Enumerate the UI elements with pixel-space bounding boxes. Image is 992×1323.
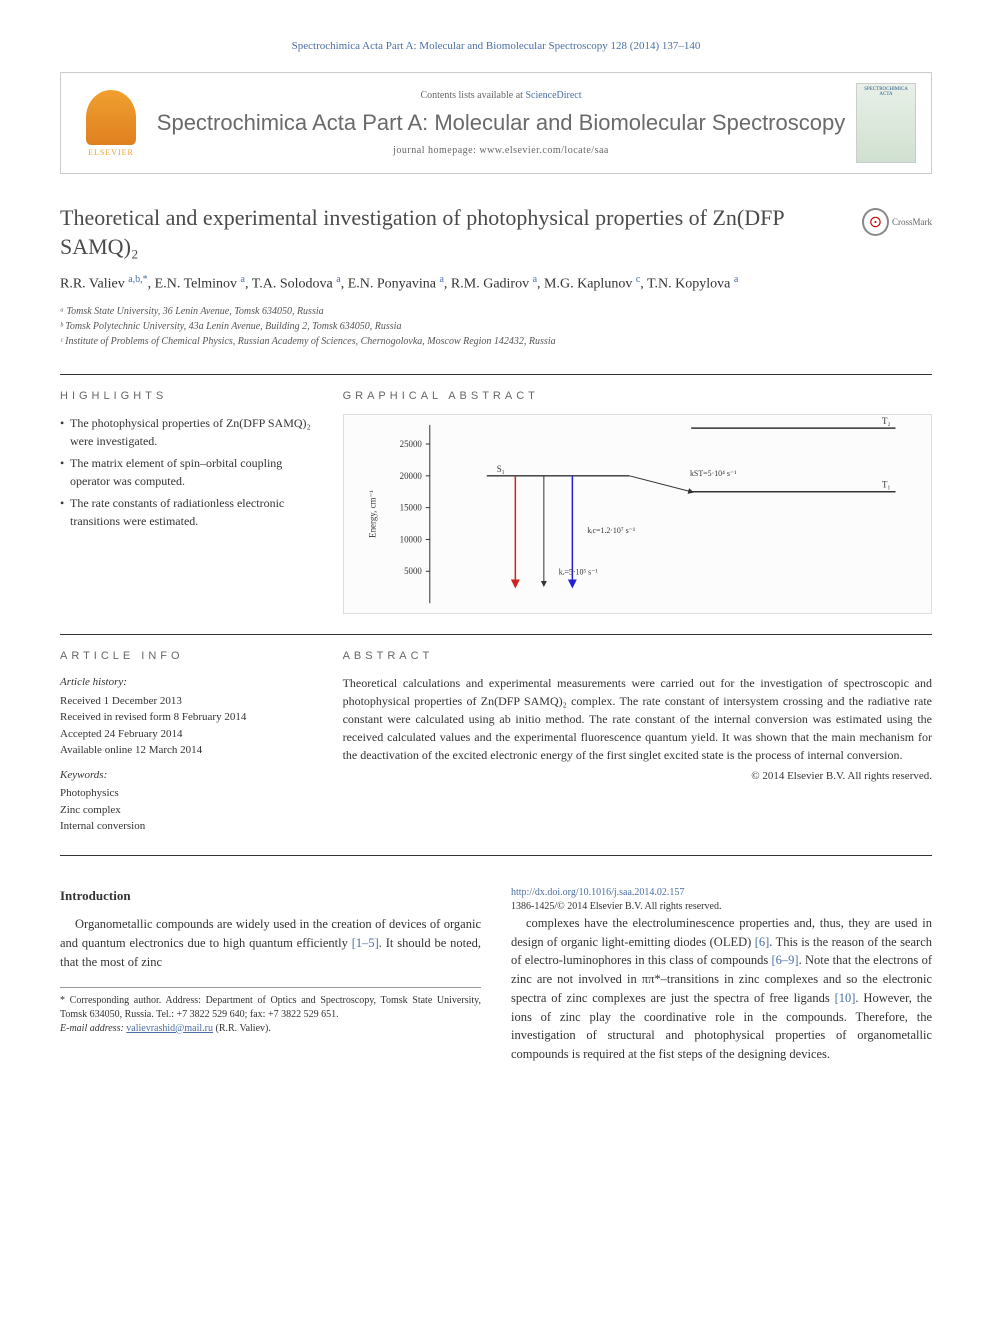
svg-text:Energy, cm⁻¹: Energy, cm⁻¹	[367, 490, 377, 538]
elsevier-tree-icon	[86, 90, 136, 145]
citation-link[interactable]: [10]	[835, 991, 856, 1005]
elsevier-logo: ELSEVIER	[76, 83, 146, 163]
citation-link[interactable]: [1–5]	[352, 936, 379, 950]
article-info-label: ARTICLE INFO	[60, 650, 313, 662]
keyword-line: Internal conversion	[60, 818, 313, 835]
highlight-item: The matrix element of spin–orbital coupl…	[60, 454, 313, 490]
svg-text:T₂: T₂	[882, 417, 891, 427]
svg-text:kᵣ=5·10⁵ s⁻¹: kᵣ=5·10⁵ s⁻¹	[558, 568, 598, 577]
history-line: Received in revised form 8 February 2014	[60, 709, 313, 726]
keyword-line: Photophysics	[60, 785, 313, 802]
divider	[60, 634, 932, 635]
svg-text:10000: 10000	[399, 535, 422, 545]
keyword-line: Zinc complex	[60, 802, 313, 819]
citation-link[interactable]: [6–9]	[772, 953, 799, 967]
abstract-copyright: © 2014 Elsevier B.V. All rights reserved…	[343, 770, 932, 782]
svg-text:kᵢc=1.2·10⁷ s⁻¹: kᵢc=1.2·10⁷ s⁻¹	[587, 527, 636, 536]
introduction-heading: Introduction	[60, 886, 481, 906]
highlight-item: The photophysical properties of Zn(DFP S…	[60, 414, 313, 450]
abstract-text: Theoretical calculations and experimenta…	[343, 674, 932, 764]
graphical-abstract-label: GRAPHICAL ABSTRACT	[343, 390, 932, 402]
contents-available-line: Contents lists available at ScienceDirec…	[146, 90, 856, 101]
email-label: E-mail address:	[60, 1023, 126, 1034]
highlights-label: HIGHLIGHTS	[60, 390, 313, 402]
svg-text:T₁: T₁	[882, 480, 891, 490]
energy-diagram-svg: 5000 10000 15000 20000 25000 Energy, cm⁻¹ S₁ T₂…	[344, 415, 931, 613]
article-info-block: Article history: Received 1 December 201…	[60, 674, 313, 835]
graphical-abstract-figure: 5000 10000 15000 20000 25000 Energy, cm⁻¹ S₁ T₂…	[343, 414, 932, 614]
highlights-list: The photophysical properties of Zn(DFP S…	[60, 414, 313, 530]
running-header: Spectrochimica Acta Part A: Molecular an…	[60, 40, 932, 52]
corresponding-author-footnote: * Corresponding author. Address: Departm…	[60, 987, 481, 1036]
article-body: Introduction Organometallic compounds ar…	[60, 886, 932, 1064]
journal-masthead: ELSEVIER Contents lists available at Sci…	[60, 72, 932, 174]
journal-cover-thumbnail: SPECTROCHIMICA ACTA	[856, 83, 916, 163]
corresponding-text: * Corresponding author. Address: Departm…	[60, 994, 481, 1022]
email-attribution: (R.R. Valiev).	[213, 1023, 271, 1034]
abstract-label: ABSTRACT	[343, 650, 932, 662]
article-title: Theoretical and experimental investigati…	[60, 204, 847, 261]
author-email-link[interactable]: valievrashid@mail.ru	[126, 1023, 213, 1034]
divider	[60, 855, 932, 856]
crossmark-label: CrossMark	[892, 217, 932, 227]
issn-copyright-line: 1386-1425/© 2014 Elsevier B.V. All right…	[511, 901, 721, 912]
keywords-head: Keywords:	[60, 767, 313, 784]
crossmark-icon: ⊙	[862, 208, 889, 236]
svg-text:kST=5·10⁴ s⁻¹: kST=5·10⁴ s⁻¹	[690, 469, 737, 478]
contents-prefix: Contents lists available at	[420, 90, 525, 101]
history-line: Received 1 December 2013	[60, 693, 313, 710]
affiliation-line: ᵇ Tomsk Polytechnic University, 43a Leni…	[60, 319, 932, 334]
sciencedirect-link[interactable]: ScienceDirect	[525, 90, 581, 101]
affiliation-line: ᵃ Tomsk State University, 36 Lenin Avenu…	[60, 304, 932, 319]
author-list: R.R. Valiev a,b,*, E.N. Telminov a, T.A.…	[60, 273, 932, 294]
divider	[60, 374, 932, 375]
svg-text:5000: 5000	[404, 567, 422, 577]
intro-paragraph-2: complexes have the electroluminescence p…	[511, 914, 932, 1064]
affiliations: ᵃ Tomsk State University, 36 Lenin Avenu…	[60, 304, 932, 349]
journal-name: Spectrochimica Acta Part A: Molecular an…	[146, 109, 856, 138]
crossmark-badge[interactable]: ⊙ CrossMark	[862, 204, 932, 239]
history-line: Accepted 24 February 2014	[60, 726, 313, 743]
article-history-head: Article history:	[60, 674, 313, 691]
intro-paragraph-1: Organometallic compounds are widely used…	[60, 915, 481, 971]
journal-homepage-line: journal homepage: www.elsevier.com/locat…	[146, 145, 856, 156]
affiliation-line: ᶜ Institute of Problems of Chemical Phys…	[60, 334, 932, 349]
history-line: Available online 12 March 2014	[60, 742, 313, 759]
svg-text:S₁: S₁	[496, 464, 504, 474]
elsevier-logo-text: ELSEVIER	[88, 148, 134, 157]
citation-link[interactable]: [6]	[755, 935, 770, 949]
svg-text:25000: 25000	[399, 439, 422, 449]
svg-text:15000: 15000	[399, 503, 422, 513]
highlight-item: The rate constants of radiationless elec…	[60, 494, 313, 530]
homepage-url[interactable]: www.elsevier.com/locate/saa	[479, 145, 608, 156]
homepage-label: journal homepage:	[393, 145, 479, 156]
doi-link[interactable]: http://dx.doi.org/10.1016/j.saa.2014.02.…	[511, 887, 684, 898]
svg-text:20000: 20000	[399, 471, 422, 481]
doi-block: http://dx.doi.org/10.1016/j.saa.2014.02.…	[511, 886, 932, 914]
